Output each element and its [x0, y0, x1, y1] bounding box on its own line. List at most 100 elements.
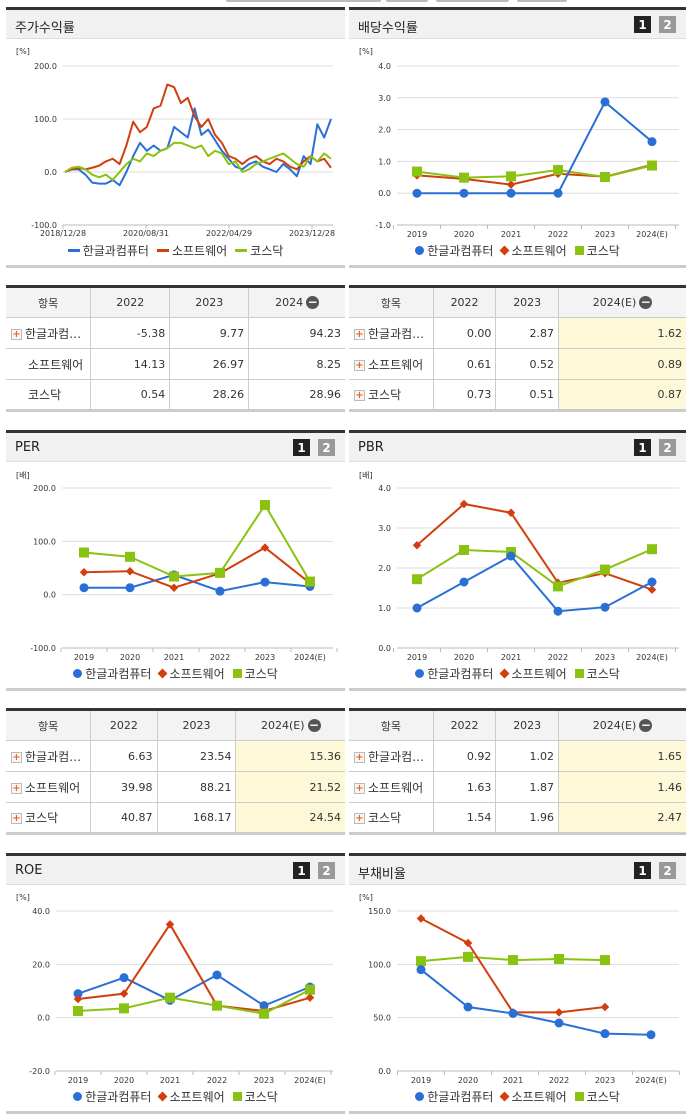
row-label[interactable]: + 코스닥 — [6, 802, 92, 835]
row-label[interactable]: + 코스닥 — [349, 802, 434, 835]
expand-plus-icon[interactable]: + — [354, 359, 365, 371]
legend-kosdaq[interactable]: 코스닥 — [574, 242, 620, 259]
svg-text:20.0: 20.0 — [32, 960, 50, 969]
legend-kosdaq[interactable]: 코스닥 — [232, 1088, 278, 1105]
column-header-year: 2023 — [157, 709, 237, 741]
svg-text:2022: 2022 — [548, 653, 568, 662]
legend-sector[interactable]: 소프트웨어 — [500, 1088, 567, 1105]
column-header-year: 2023 — [169, 286, 250, 318]
per-table: 항목 2022 2023 2024(E) − + 한글과컴… 6.63 23.54 15.36 + 소… — [6, 708, 345, 835]
panel-title: 주가수익률 — [15, 21, 75, 36]
expand-plus-icon[interactable]: + — [11, 751, 22, 763]
chart-legend: 한글과컴퓨터 소프트웨어 코스닥 — [6, 665, 345, 682]
table-cell: 28.26 — [169, 379, 250, 412]
circle-marker-icon — [415, 669, 425, 678]
pbr-panel: PBR 1 2 [배] 4.0 3.0 2.0 1.0 0.0 2019 2020 2021 2… — [349, 430, 686, 691]
circle-marker-icon — [73, 1092, 83, 1101]
legend-company[interactable]: 한글과컴퓨터 — [67, 242, 149, 259]
legend-company[interactable]: 한글과컴퓨터 — [415, 242, 493, 259]
legend-sector[interactable]: 소프트웨어 — [156, 242, 227, 259]
legend-company[interactable]: 한글과컴퓨터 — [415, 1088, 493, 1105]
column-header-year: 2023 — [495, 286, 559, 318]
page-2-button[interactable]: 2 — [659, 862, 676, 879]
stock-return-panel: 주가수익률 [%] 200.0 100.0 0.0 -100.0 2018/12/28 2… — [6, 7, 345, 268]
row-label[interactable]: + 소프트웨어 — [349, 771, 434, 803]
pbr-table-panel: 항목 2022 2023 2024(E) − + 한글과컴… 0.92 1.02 1.65 + 소프트… — [349, 708, 686, 835]
row-label[interactable]: + 한글과컴… — [349, 740, 434, 772]
top-tab[interactable] — [436, 0, 509, 2]
page-1-button[interactable]: 1 — [293, 862, 310, 879]
collapse-icon[interactable]: − — [639, 295, 653, 310]
row-label[interactable]: + 소프트웨어 — [349, 348, 434, 380]
collapse-icon[interactable]: − — [306, 295, 320, 310]
row-label[interactable]: + 코스닥 — [349, 379, 434, 412]
page-1-button[interactable]: 1 — [634, 16, 651, 33]
page-2-button[interactable]: 2 — [659, 439, 676, 456]
table-cell: 0.92 — [433, 740, 497, 772]
expand-plus-icon[interactable]: + — [11, 328, 22, 340]
panel-title: 배당수익률 — [358, 21, 418, 36]
row-label[interactable]: + 한글과컴… — [349, 317, 434, 349]
svg-text:2019: 2019 — [407, 653, 427, 662]
svg-text:-1.0: -1.0 — [375, 221, 391, 230]
legend-kosdaq[interactable]: 코스닥 — [232, 665, 278, 682]
page-1-button[interactable]: 1 — [293, 439, 310, 456]
table-row: + 한글과컴… 0.00 2.87 1.62 — [349, 317, 686, 349]
svg-text:50.0: 50.0 — [373, 1014, 391, 1023]
stock-return-table-panel: 항목 2022 2023 2024− + 한글과컴… -5.38 9.77 94.23 소프트웨어… — [6, 285, 345, 412]
legend-sector[interactable]: 소프트웨어 — [158, 1088, 225, 1105]
svg-text:2020/08/31: 2020/08/31 — [123, 229, 169, 238]
table-cell: 0.73 — [433, 379, 497, 412]
svg-text:0.0: 0.0 — [378, 644, 391, 653]
row-label: 코스닥 — [6, 379, 92, 412]
expand-plus-icon[interactable]: + — [354, 782, 365, 794]
table-cell: 88.21 — [157, 771, 237, 803]
table-cell: 168.17 — [157, 802, 237, 835]
page-2-button[interactable]: 2 — [318, 439, 335, 456]
legend-company[interactable]: 한글과컴퓨터 — [73, 665, 151, 682]
page-2-button[interactable]: 2 — [659, 16, 676, 33]
row-label[interactable]: + 한글과컴… — [6, 740, 92, 772]
page-1-button[interactable]: 1 — [634, 439, 651, 456]
collapse-icon[interactable]: − — [639, 718, 653, 733]
legend-sector[interactable]: 소프트웨어 — [500, 242, 567, 259]
debt-ratio-chart: [%] 150.0 100.0 50.0 0.0 2019 2020 2021 2022 202… — [349, 885, 686, 1114]
svg-text:2023: 2023 — [595, 1076, 615, 1085]
svg-text:200.0: 200.0 — [34, 62, 57, 71]
expand-plus-icon[interactable]: + — [354, 328, 365, 340]
legend-company[interactable]: 한글과컴퓨터 — [415, 665, 493, 682]
svg-text:100.0: 100.0 — [368, 960, 391, 969]
expand-plus-icon[interactable]: + — [354, 813, 365, 824]
svg-text:2024(E): 2024(E) — [635, 1076, 667, 1085]
top-tab[interactable] — [386, 0, 428, 2]
svg-text:-100.0: -100.0 — [31, 221, 57, 230]
table-cell: 1.54 — [433, 802, 497, 835]
expand-plus-icon[interactable]: + — [11, 782, 22, 794]
table-cell: 1.96 — [495, 802, 559, 835]
page-2-button[interactable]: 2 — [318, 862, 335, 879]
row-label[interactable]: + 한글과컴… — [6, 317, 92, 349]
svg-text:2023: 2023 — [254, 1076, 274, 1085]
page-1-button[interactable]: 1 — [634, 862, 651, 879]
legend-kosdaq[interactable]: 코스닥 — [235, 242, 283, 259]
line-swatch-icon — [235, 249, 248, 252]
top-tab[interactable] — [517, 0, 567, 2]
table-header-row: 항목 2022 2023 2024− — [6, 286, 345, 318]
collapse-icon[interactable]: − — [307, 718, 321, 733]
legend-kosdaq[interactable]: 코스닥 — [574, 1088, 620, 1105]
row-label[interactable]: + 소프트웨어 — [6, 771, 92, 803]
expand-plus-icon[interactable]: + — [11, 813, 22, 824]
per-table-panel: 항목 2022 2023 2024(E) − + 한글과컴… 6.63 23.54 15.36 + 소… — [6, 708, 345, 835]
chart-legend: 한글과컴퓨터 소프트웨어 코스닥 — [6, 1088, 345, 1105]
debt-ratio-plot: 150.0 100.0 50.0 0.0 2019 2020 2021 2022 2023 202… — [368, 907, 680, 1085]
expand-plus-icon[interactable]: + — [354, 751, 365, 763]
top-tab[interactable] — [226, 0, 381, 2]
legend-sector[interactable]: 소프트웨어 — [500, 665, 567, 682]
legend-company[interactable]: 한글과컴퓨터 — [73, 1088, 151, 1105]
svg-text:2022/04/29: 2022/04/29 — [206, 229, 252, 238]
column-header-year: 2022 — [90, 709, 158, 741]
expand-plus-icon[interactable]: + — [354, 390, 365, 401]
stock-return-table: 항목 2022 2023 2024− + 한글과컴… -5.38 9.77 94.23 소프트웨어… — [6, 285, 345, 412]
legend-sector[interactable]: 소프트웨어 — [158, 665, 225, 682]
legend-kosdaq[interactable]: 코스닥 — [574, 665, 620, 682]
